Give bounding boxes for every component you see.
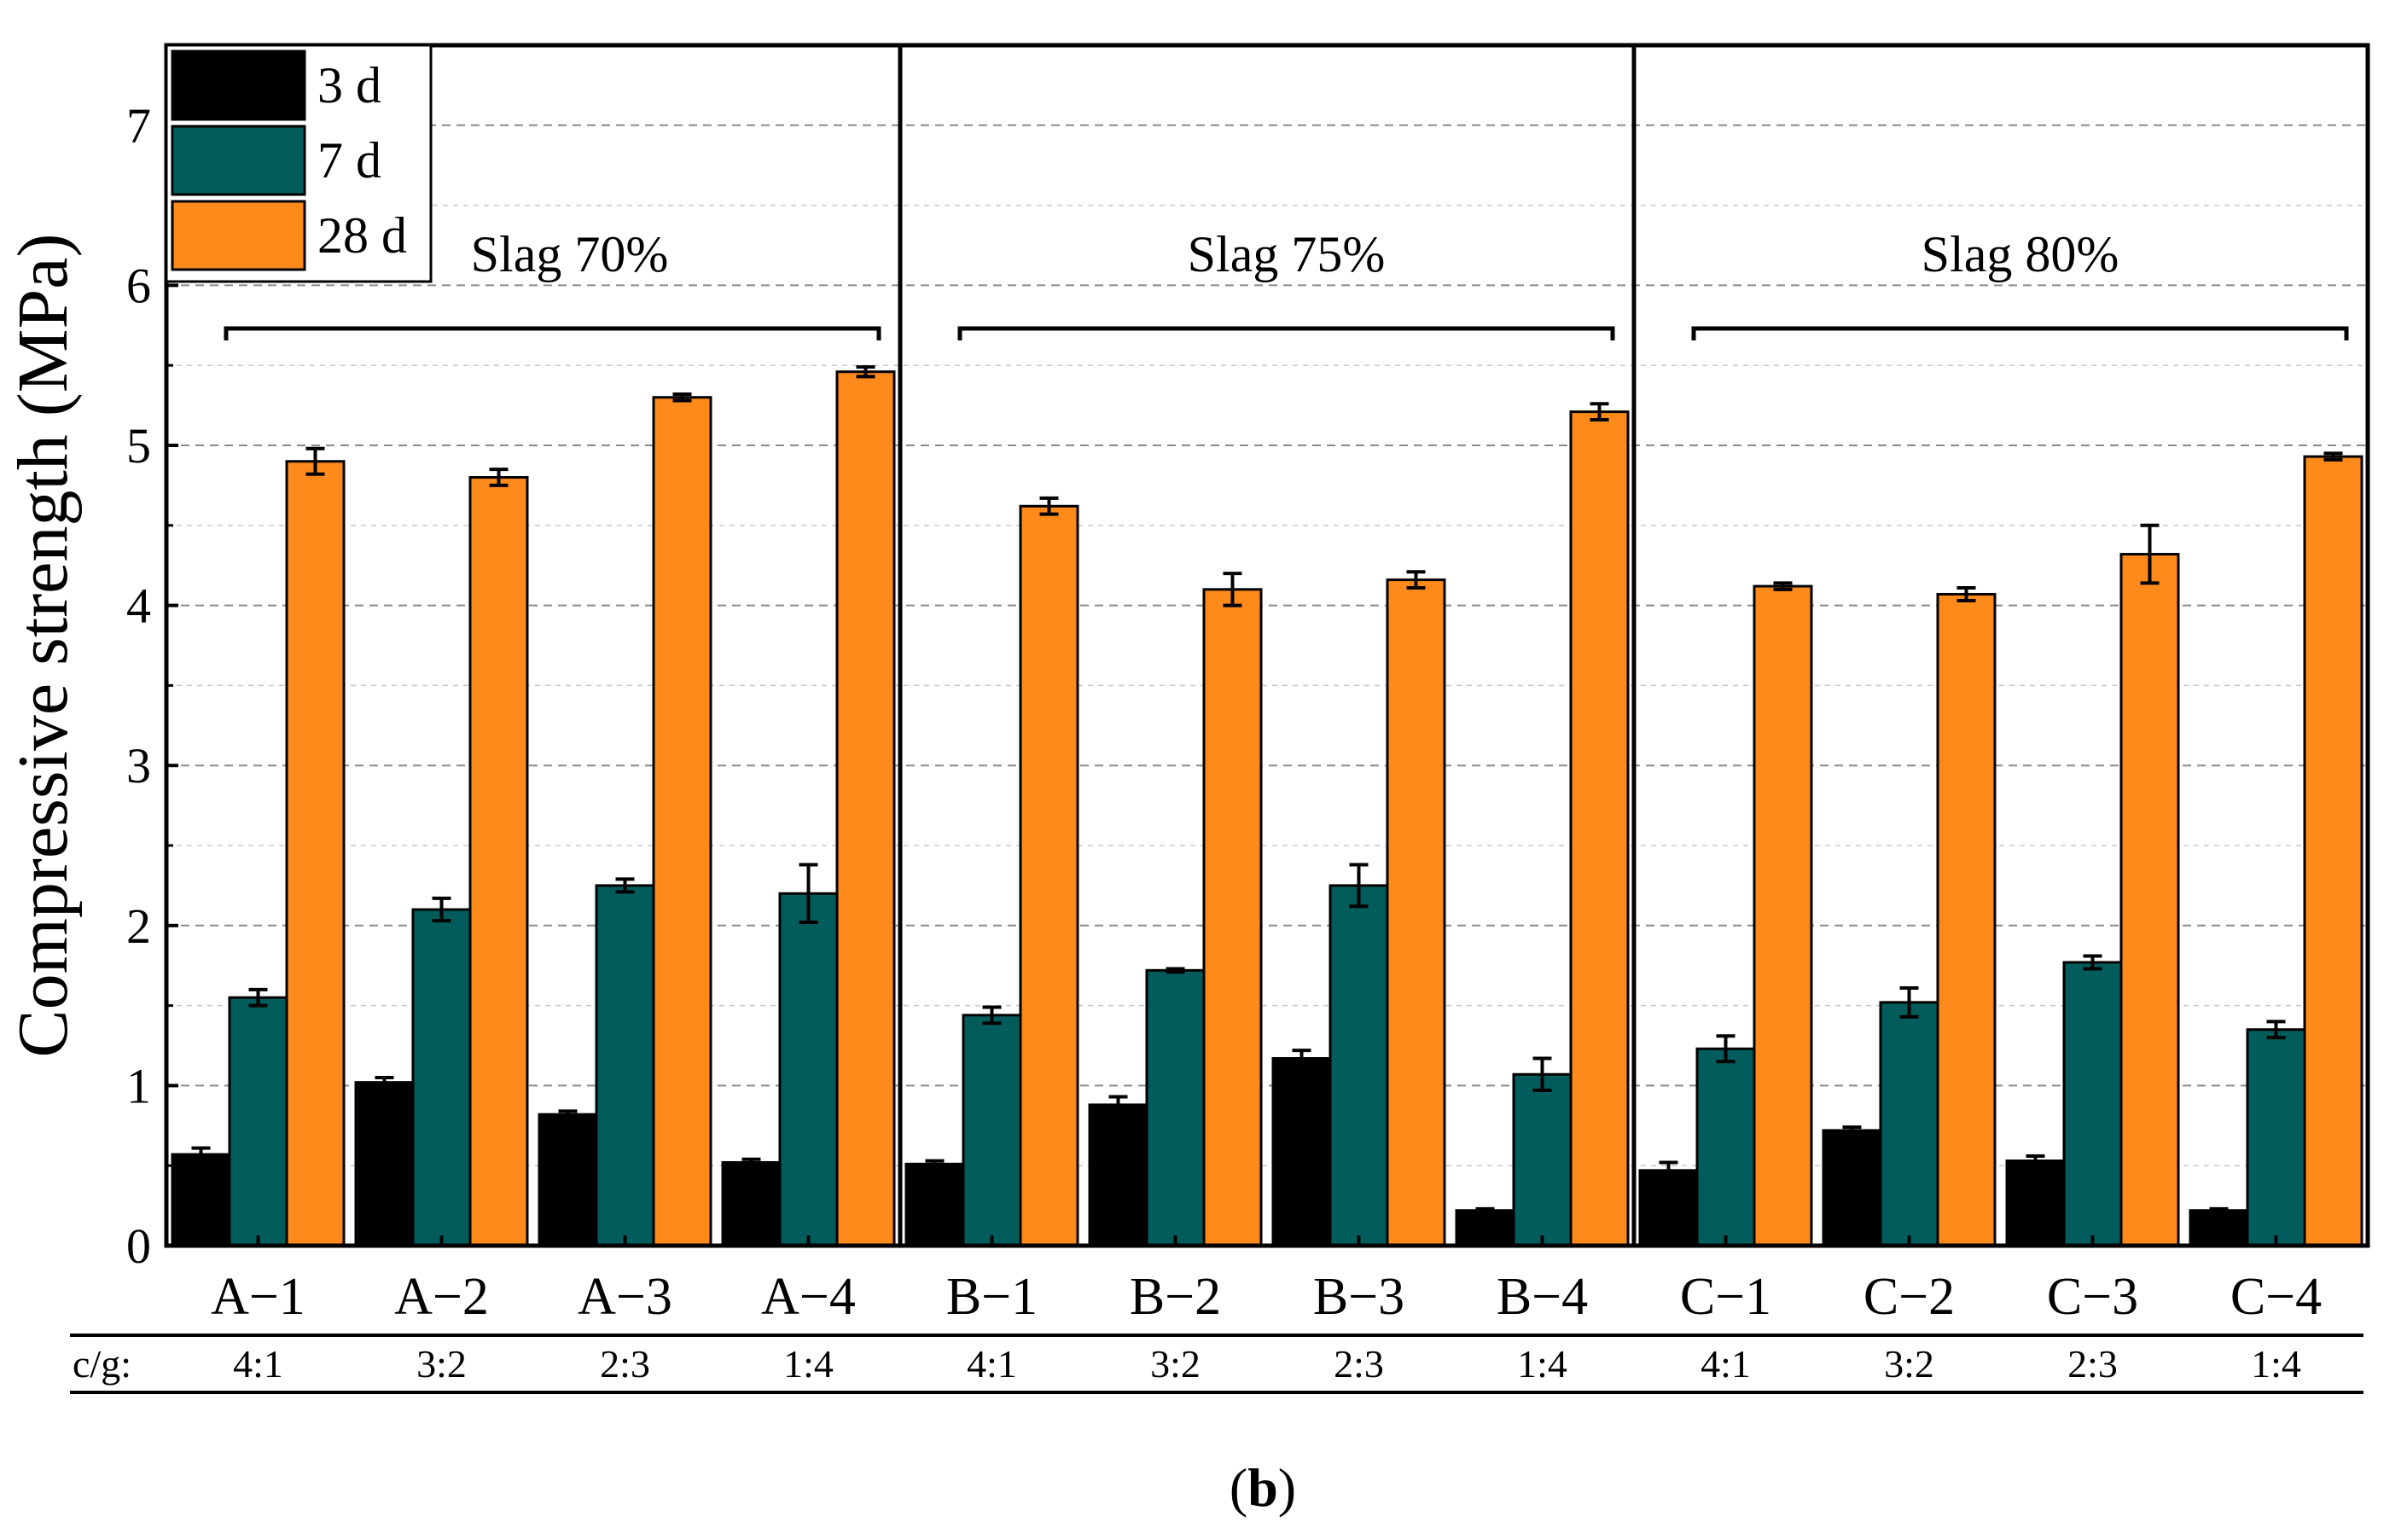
bar-7d-3	[778, 892, 839, 1247]
bar-3d-8	[1638, 1169, 1699, 1247]
bar-28d-6	[1386, 578, 1446, 1247]
legend-label-1: 7 d	[317, 132, 381, 189]
bar-7d-8	[1695, 1047, 1756, 1247]
bar-3d-10	[2005, 1159, 2066, 1247]
bar-28d-9	[1936, 592, 1997, 1247]
x-tick-label: A−2	[394, 1268, 489, 1326]
legend-label-2: 28 d	[317, 207, 407, 264]
ratio-value: 2:3	[1334, 1342, 1384, 1386]
x-tick-label: A−1	[211, 1268, 305, 1326]
bar-7d-1	[411, 908, 472, 1247]
bar-7d-10	[2062, 961, 2123, 1247]
ratio-label: c/g:	[73, 1342, 131, 1386]
caption-letter: b	[1247, 1457, 1278, 1518]
bar-7d-2	[595, 884, 655, 1247]
group-label: Slag 80%	[1922, 226, 2119, 282]
x-tick-label: B−4	[1497, 1268, 1588, 1326]
plot-frame	[164, 43, 2370, 1248]
ratio-value: 4:1	[967, 1342, 1017, 1386]
bar-28d-11	[2303, 455, 2363, 1247]
figure-caption: (b)	[1230, 1457, 1296, 1518]
y-tick-label: 6	[126, 258, 151, 313]
bar-7d-0	[228, 996, 288, 1247]
bar-3d-4	[904, 1162, 965, 1247]
group-bracket	[1691, 326, 2349, 340]
y-axis-label: Compressive strength (MPa)	[3, 234, 83, 1058]
ratio-value: 2:3	[2067, 1342, 2118, 1386]
grid-lines	[166, 124, 2368, 1166]
y-tick-label: 0	[126, 1218, 151, 1274]
y-axis-ticks: 0 1 2 3 4 5 6 7	[126, 98, 178, 1274]
x-tick-label: C−2	[1863, 1268, 1955, 1326]
bar-7d-5	[1145, 968, 1206, 1247]
bar-3d-3	[721, 1160, 782, 1247]
x-tick-label: A−4	[761, 1268, 856, 1326]
bar-28d-0	[285, 460, 346, 1247]
x-tick-label: B−1	[946, 1268, 1038, 1326]
y-tick-label: 7	[126, 98, 151, 154]
group-brackets: Slag 70% Slag 75% Slag 80%	[224, 226, 2349, 340]
caption-close-paren: )	[1278, 1457, 1296, 1518]
ratio-value: 1:4	[1517, 1342, 1567, 1386]
legend-label-0: 3 d	[317, 57, 381, 113]
ratio-value: 3:2	[416, 1342, 467, 1386]
bar-28d-3	[835, 370, 896, 1247]
group-label: Slag 75%	[1188, 226, 1386, 282]
bar-7d-7	[1512, 1072, 1573, 1247]
x-tick-label: B−3	[1313, 1268, 1404, 1326]
group-label: Slag 70%	[471, 226, 669, 282]
x-tick-label: C−3	[2047, 1268, 2138, 1326]
bars	[171, 370, 2363, 1247]
group-dividers	[898, 45, 1637, 1246]
x-tick-label: C−1	[1680, 1268, 1771, 1326]
bar-7d-6	[1329, 884, 1389, 1247]
bar-3d-6	[1271, 1057, 1332, 1247]
legend: 3 d 7 d 28 d	[165, 44, 433, 283]
bar-3d-1	[354, 1081, 415, 1247]
y-tick-label: 1	[126, 1058, 151, 1113]
caption-open-paren: (	[1230, 1457, 1247, 1518]
ratio-value: 3:2	[1150, 1342, 1201, 1386]
bar-3d-0	[171, 1153, 231, 1247]
bar-3d-9	[1822, 1129, 1882, 1247]
legend-swatch-0	[171, 49, 306, 121]
x-axis-labels: A−1 A−2 A−3 A−4 B−1 B−2 B−3 B−4 C−1 C−2 C−3 C−4	[211, 1235, 2322, 1326]
ratio-value: 4:1	[1701, 1342, 1751, 1386]
x-tick-label: C−4	[2230, 1268, 2322, 1326]
bar-28d-8	[1753, 584, 1813, 1247]
ratio-value: 1:4	[783, 1342, 834, 1386]
bar-3d-5	[1088, 1103, 1148, 1247]
bar-7d-4	[962, 1014, 1022, 1247]
group-bracket	[957, 326, 1615, 340]
legend-swatch-2	[171, 200, 306, 271]
bar-7d-11	[2246, 1028, 2306, 1247]
bar-28d-5	[1202, 588, 1263, 1247]
ratio-value: 4:1	[233, 1342, 283, 1386]
y-tick-label: 3	[126, 738, 151, 793]
x-tick-label: B−2	[1130, 1268, 1221, 1326]
bar-28d-4	[1019, 504, 1079, 1247]
bar-3d-7	[1455, 1209, 1515, 1247]
bar-3d-11	[2189, 1209, 2249, 1247]
bar-7d-9	[1879, 1001, 1939, 1247]
bar-28d-1	[468, 476, 529, 1247]
y-tick-label: 4	[126, 578, 151, 634]
y-tick-label: 5	[126, 418, 151, 474]
bar-28d-2	[652, 396, 712, 1247]
error-bars	[191, 365, 2343, 1214]
ratio-table: c/g: 4:1 3:2 2:3 1:4 4:1 3:2 2:3 1:4 4:1 3:2 2:3 1:…	[70, 1334, 2363, 1394]
bar-28d-10	[2119, 553, 2180, 1247]
x-tick-label: A−3	[578, 1268, 672, 1326]
bar-28d-7	[1569, 410, 1630, 1247]
legend-swatch-1	[171, 125, 306, 196]
y-tick-label: 2	[126, 898, 151, 954]
ratio-value: 2:3	[600, 1342, 650, 1386]
bar-3d-2	[538, 1113, 598, 1247]
ratio-value: 1:4	[2251, 1342, 2301, 1386]
group-bracket	[224, 326, 881, 340]
ratio-value: 3:2	[1884, 1342, 1934, 1386]
